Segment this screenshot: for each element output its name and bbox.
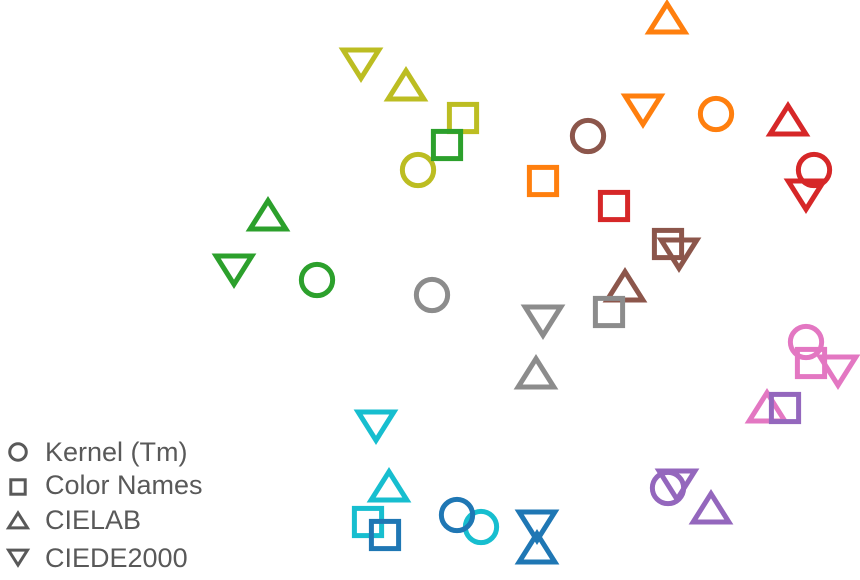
legend-entry-ciede2000: CIEDE2000 <box>5 543 188 573</box>
legend-square-marker <box>9 478 27 496</box>
circle-marker <box>787 323 825 361</box>
triangle-up-marker <box>245 196 291 232</box>
circle-marker <box>399 151 437 189</box>
triangle-up-marker <box>513 354 559 390</box>
square-marker <box>651 227 685 261</box>
legend-triangle-up-marker <box>5 510 31 530</box>
circle-marker <box>795 151 833 189</box>
triangle-down-marker <box>338 47 384 83</box>
legend-circle-marker <box>8 442 28 462</box>
data-marks <box>211 0 860 565</box>
circle-marker <box>413 276 451 314</box>
square-marker <box>592 295 626 329</box>
triangle-up-marker <box>514 529 560 565</box>
triangle-up-marker <box>688 489 734 525</box>
square-marker <box>368 518 402 552</box>
triangle-down-marker <box>815 354 860 390</box>
triangle-down-marker <box>654 468 700 504</box>
legend-label-kernel: Kernel (Tm) <box>45 437 188 467</box>
legend-entry-kernel: Kernel (Tm) <box>8 437 188 467</box>
square-marker <box>768 391 802 425</box>
circle-marker <box>298 261 336 299</box>
circle-marker <box>438 496 476 534</box>
triangle-down-marker <box>656 237 702 273</box>
square-marker <box>794 346 828 380</box>
triangle-up-marker <box>744 388 790 424</box>
legend-triangle-up-marker <box>5 510 31 530</box>
legend-label-ciede2000: CIEDE2000 <box>45 543 188 573</box>
circle-marker <box>697 95 735 133</box>
triangle-up-marker <box>765 101 811 137</box>
square-marker <box>446 101 480 135</box>
legend-label-color-names: Color Names <box>45 470 203 500</box>
triangle-up-marker <box>383 66 429 102</box>
square-marker <box>526 164 560 198</box>
triangle-down-marker <box>783 178 829 214</box>
legend-entry-cielab: CIELAB <box>5 505 141 535</box>
triangle-down-marker <box>620 93 666 129</box>
legend-triangle-down-marker <box>5 548 31 568</box>
square-marker <box>430 128 464 162</box>
triangle-up-marker <box>366 467 412 503</box>
legend-triangle-down-marker <box>5 548 31 568</box>
triangle-down-marker <box>514 509 560 545</box>
square-marker <box>597 189 631 223</box>
triangle-up-marker <box>644 0 690 35</box>
legend-circle-marker <box>8 442 28 462</box>
legend-entry-color-names: Color Names <box>9 470 203 500</box>
triangle-down-marker <box>520 304 566 340</box>
triangle-down-marker <box>211 253 257 289</box>
legend-label-cielab: CIELAB <box>45 505 141 535</box>
triangle-down-marker <box>353 409 399 445</box>
circle-marker <box>569 117 607 155</box>
legend: Kernel (Tm) Color Names CIELAB CIEDE2000 <box>5 437 203 573</box>
legend-square-marker <box>9 478 27 496</box>
triangle-up-marker <box>602 267 648 303</box>
